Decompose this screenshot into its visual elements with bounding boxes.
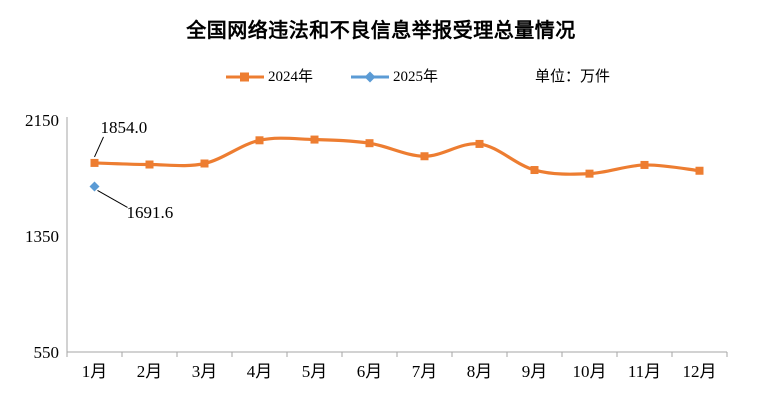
legend-label-2024: 2024年 bbox=[268, 69, 314, 85]
x-axis-label: 7月 bbox=[412, 362, 438, 381]
x-axis-label: 8月 bbox=[467, 362, 493, 381]
data-label-leader bbox=[94, 136, 104, 158]
series-marker-2024年 bbox=[475, 139, 484, 148]
data-label: 1691.6 bbox=[127, 203, 174, 222]
x-axis-label: 1月 bbox=[82, 362, 108, 381]
y-axis-label: 2150 bbox=[25, 111, 59, 130]
chart-title: 全国网络违法和不良信息举报受理总量情况 bbox=[186, 20, 576, 42]
legend-marker-2025-icon bbox=[351, 71, 389, 83]
x-axis-label: 11月 bbox=[628, 362, 661, 381]
x-axis-label: 4月 bbox=[247, 362, 273, 381]
data-label-leader bbox=[97, 190, 128, 208]
unit-label: 单位：万件 bbox=[535, 69, 611, 85]
series-marker-2024年 bbox=[695, 166, 704, 175]
legend-item-2025: 2025年 bbox=[351, 68, 438, 86]
series-marker-2024年 bbox=[365, 139, 374, 148]
x-axis-label: 10月 bbox=[573, 362, 607, 381]
series-marker-2024年 bbox=[200, 159, 209, 168]
series-marker-2024年 bbox=[145, 160, 154, 169]
series-marker-2024年 bbox=[310, 135, 319, 144]
x-axis-label: 2月 bbox=[137, 362, 163, 381]
data-label: 1854.0 bbox=[101, 118, 148, 137]
x-axis-label: 3月 bbox=[192, 362, 218, 381]
legend-label-2025: 2025年 bbox=[393, 69, 439, 85]
series-marker-2024年 bbox=[420, 152, 429, 161]
series-marker-2024年 bbox=[255, 136, 264, 145]
x-axis-label: 5月 bbox=[302, 362, 328, 381]
series-marker-2025年 bbox=[89, 181, 100, 192]
y-axis-label: 1350 bbox=[25, 227, 59, 246]
legend-item-2024: 2024年 bbox=[226, 68, 313, 86]
legend-diamond-icon bbox=[364, 71, 376, 83]
series-marker-2024年 bbox=[530, 166, 539, 175]
x-axis-label: 9月 bbox=[522, 362, 548, 381]
legend-square-icon bbox=[240, 72, 249, 82]
series-line-2024年 bbox=[92, 136, 702, 176]
series-marker-2024年 bbox=[585, 169, 594, 178]
x-axis-label: 12月 bbox=[683, 362, 717, 381]
series-marker-2024年 bbox=[90, 158, 99, 167]
y-axis-label: 550 bbox=[34, 343, 60, 362]
legend-marker-2024-icon bbox=[226, 72, 264, 82]
series-marker-2024年 bbox=[640, 160, 649, 169]
x-axis-label: 6月 bbox=[357, 362, 383, 381]
